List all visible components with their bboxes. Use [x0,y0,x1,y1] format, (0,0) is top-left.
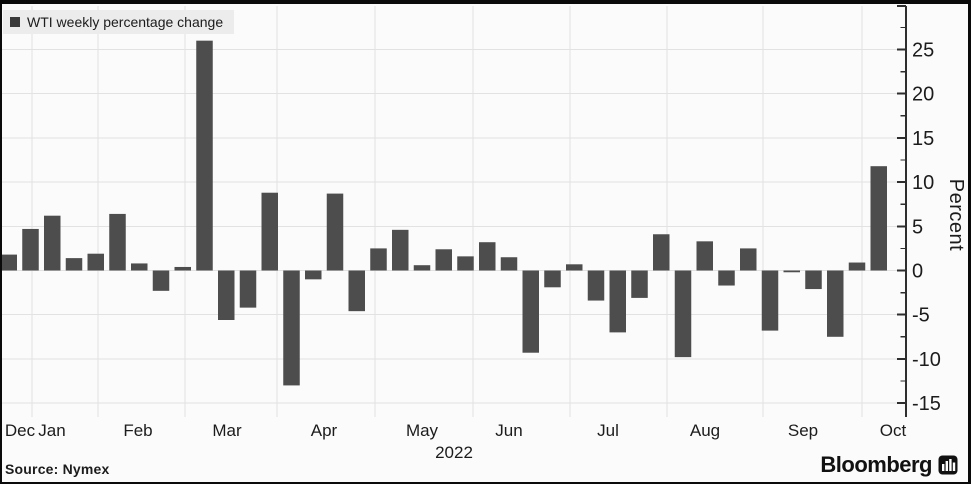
x-axis-month-label: Oct [880,421,907,440]
bar-week-36 [761,270,779,331]
x-axis-month-label: Sep [788,421,818,440]
bar-week-3 [44,215,61,271]
x-axis-year-label: 2022 [435,443,473,462]
bar-week-29 [609,270,626,333]
chart-legend: WTI weekly percentage change [3,10,235,34]
bar-week-39 [827,270,844,337]
bloomberg-wordmark: Bloomberg [820,452,932,477]
bar-week-34 [718,270,735,286]
x-axis-month-label: Aug [690,421,720,440]
bar-week-7 [131,263,148,271]
bar-week-21 [435,249,452,271]
y-axis-tick-label: -10 [912,349,941,371]
bar-week-30 [631,270,648,298]
bar-week-19 [392,229,409,271]
bar-week-24 [500,257,518,271]
bar-week-22 [457,256,474,271]
bar-week-6 [109,213,126,271]
bar-week-31 [653,234,670,271]
bloomberg-logo: Bloomberg [820,452,958,478]
legend-label: WTI weekly percentage change [27,14,224,30]
bar-week-20 [413,265,431,271]
bar-week-5 [87,253,104,271]
bar-week-17 [348,270,365,312]
bar-week-28 [587,270,605,301]
bar-week-40 [848,262,866,271]
bar-week-15 [305,270,322,280]
x-axis-month-label: Mar [212,421,242,440]
bar-week-33 [696,241,713,271]
y-axis-tick-label: -15 [912,393,941,415]
y-axis-tick-label: 10 [912,172,934,194]
bar-week-26 [544,270,561,288]
bar-week-23 [479,242,496,271]
bar-week-11 [218,270,235,320]
bar-week-10 [196,40,213,271]
bar-week-9 [174,266,191,271]
y-axis-tick-label: 15 [912,128,934,150]
x-axis-month-label: Jan [38,421,65,440]
bar-week-1 [0,254,17,271]
bar-week-35 [740,248,757,271]
bar-week-27 [566,264,583,271]
x-axis-month-label: Apr [311,421,338,440]
x-axis-month-label: Jul [597,421,619,440]
y-axis-tick-label: -5 [912,305,930,327]
source-attribution: Source: Nymex [5,461,110,477]
y-axis-tick-label: 5 [912,216,923,238]
bar-week-38 [805,270,822,290]
x-axis-month-label: May [406,421,439,440]
bar-week-25 [522,270,539,353]
x-axis-month-label: Feb [123,421,152,440]
legend-marker-square [10,17,20,27]
bloomberg-terminal-icon [938,455,958,475]
x-axis-month-label: Dec [5,421,36,440]
bar-week-37 [783,270,800,273]
bar-week-12 [239,270,257,308]
x-axis-month-label: Jun [495,421,522,440]
y-axis-tick-label: 25 [912,40,934,62]
bar-week-13 [261,192,278,271]
bar-week-16 [326,193,344,271]
bar-week-8 [152,270,170,291]
y-axis-title: Percent [945,178,967,252]
bar-week-2 [22,228,39,271]
bar-week-32 [674,270,692,358]
bar-week-4 [65,258,83,271]
bar-week-18 [370,248,387,271]
y-axis-tick-label: 20 [912,84,934,106]
y-axis-tick-label: 0 [912,261,923,283]
bar-week-14 [283,270,300,386]
bar-week-41 [870,166,887,271]
